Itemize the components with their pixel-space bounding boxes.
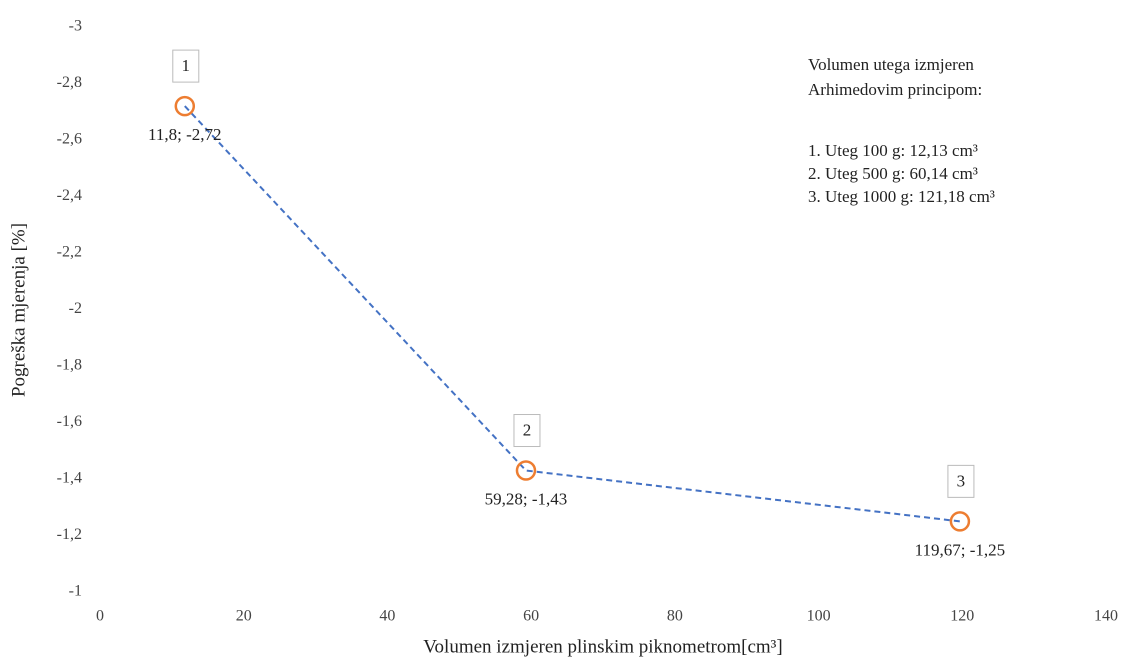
x-tick-label: 40 — [379, 608, 395, 625]
y-tick-label: -1,6 — [57, 413, 82, 430]
y-tick-label: -2,6 — [57, 131, 82, 148]
data-label: 59,28; -1,43 — [485, 489, 568, 508]
annotation-item: 1. Uteg 100 g: 12,13 cm³ — [808, 141, 978, 160]
point-label: 2 — [523, 420, 532, 439]
y-tick-label: -1 — [69, 583, 82, 600]
point-label: 3 — [957, 471, 966, 490]
data-line — [184, 105, 961, 523]
y-tick-label: -1,8 — [57, 357, 82, 374]
x-tick-label: 140 — [1094, 608, 1118, 625]
x-axis-title: Volumen izmjeren plinskim piknometrom[cm… — [423, 636, 782, 657]
marker — [174, 95, 196, 117]
x-tick-label: 120 — [950, 608, 974, 625]
y-tick-label: -2,4 — [57, 187, 82, 204]
x-tick-label: 20 — [236, 608, 252, 625]
y-tick-label: -1,2 — [57, 526, 82, 543]
point-label: 1 — [182, 56, 191, 75]
y-tick-label: -1,4 — [57, 470, 82, 487]
annotation-item: 3. Uteg 1000 g: 121,18 cm³ — [808, 187, 995, 206]
y-tick-label: -2 — [69, 300, 82, 317]
x-tick-label: 100 — [807, 608, 831, 625]
x-tick-label: 0 — [96, 608, 104, 625]
data-label: 11,8; -2,72 — [148, 125, 222, 144]
x-tick-label: 60 — [523, 608, 539, 625]
annotation-title: Volumen utega izmjeren — [808, 55, 974, 74]
x-tick-label: 80 — [667, 608, 683, 625]
point-label-box — [947, 464, 975, 498]
data-label: 119,67; -1,25 — [915, 540, 1006, 559]
y-tick-label: -2,2 — [57, 244, 82, 261]
marker — [515, 460, 537, 481]
point-label-box — [172, 49, 200, 83]
y-tick-label: -2,8 — [57, 74, 82, 91]
marker — [949, 511, 971, 532]
annotation-title: Arhimedovim principom: — [808, 80, 982, 99]
annotation-item: 2. Uteg 500 g: 60,14 cm³ — [808, 164, 978, 183]
y-tick-label: -3 — [69, 18, 82, 35]
point-label-box — [513, 414, 541, 448]
y-axis-title: Pogreška mjerenja [%] — [8, 223, 29, 397]
